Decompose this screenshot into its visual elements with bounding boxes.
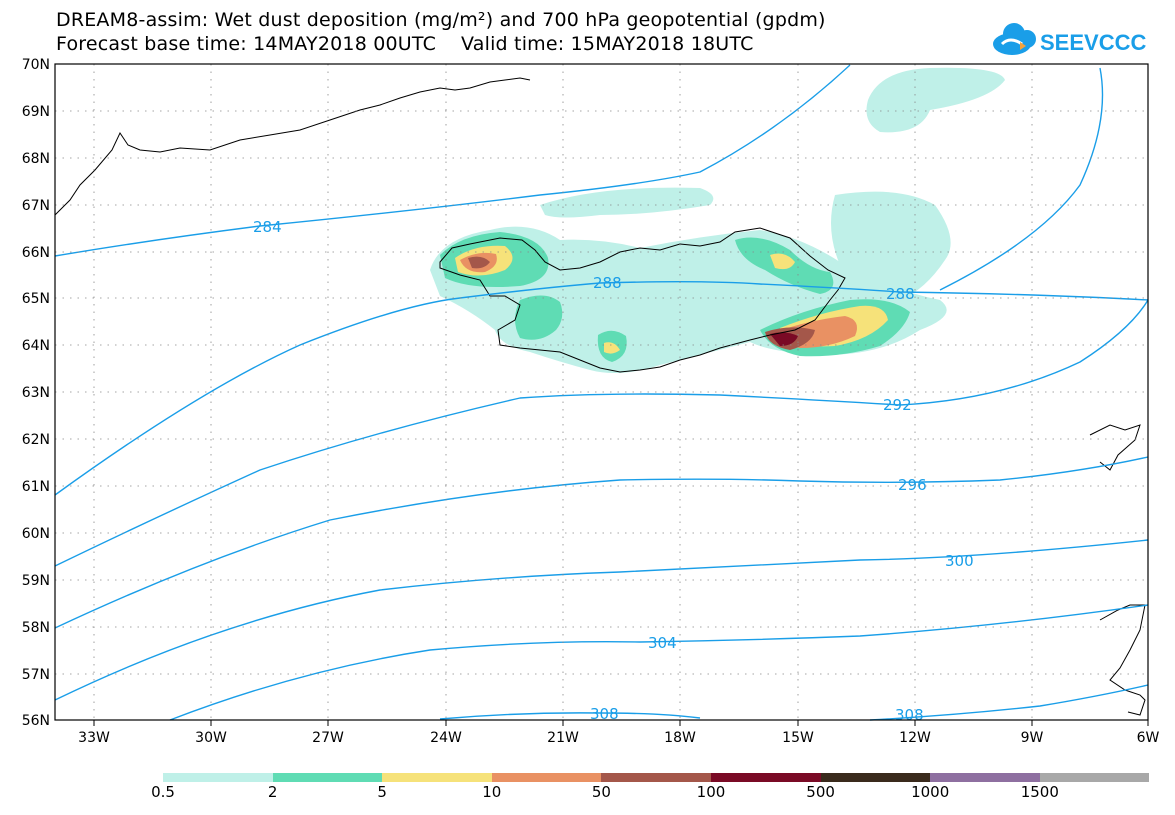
dust-brown-west <box>468 256 490 269</box>
lat-label: 66N <box>22 245 50 261</box>
colorbar-swatch <box>820 773 931 782</box>
colorbar-swatch <box>930 773 1040 782</box>
contour-label-300: 300 <box>945 552 974 570</box>
lat-label: 68N <box>22 151 50 167</box>
dust-deposition-layer <box>430 67 1005 374</box>
lat-label: 62N <box>22 432 50 448</box>
lat-label: 58N <box>22 620 50 636</box>
lon-label: 24W <box>430 730 462 746</box>
contour-label-284: 284 <box>253 218 282 236</box>
graticule <box>55 64 1148 720</box>
lon-label: 15W <box>782 730 814 746</box>
dust-maroon-se <box>770 332 798 346</box>
contour-300 <box>54 539 1149 701</box>
logo-text: SEEVCCC <box>1040 30 1146 55</box>
dust-region-band <box>540 187 714 218</box>
colorbar-label: 0.5 <box>151 783 175 801</box>
contour-304 <box>169 604 1149 721</box>
lat-label: 60N <box>22 526 50 542</box>
colorbar-label: 1500 <box>1020 783 1059 801</box>
dust-yellow-ne <box>770 253 795 270</box>
lat-label: 57N <box>22 667 50 683</box>
colorbar-label: 500 <box>806 783 835 801</box>
colorbar <box>163 773 1150 782</box>
contour-284 <box>54 64 851 257</box>
contour-label-292: 292 <box>883 396 912 414</box>
faroe-coast <box>1089 424 1141 471</box>
contour-288 <box>54 281 1149 496</box>
contour-label-308b: 308 <box>895 706 924 724</box>
colorbar-swatch <box>491 773 602 782</box>
lon-label: 18W <box>664 730 696 746</box>
lat-label: 56N <box>22 713 50 729</box>
greenland-coast <box>54 77 531 216</box>
lon-label: 21W <box>547 730 579 746</box>
colorbar-swatch <box>382 773 492 782</box>
lat-label: 67N <box>22 198 50 214</box>
dust-patch-west2 <box>515 295 563 340</box>
contour-292b <box>939 67 1104 291</box>
contour-label-304: 304 <box>648 634 677 652</box>
colorbar-label: 5 <box>377 783 387 801</box>
contour-308 <box>439 712 701 720</box>
contour-label-296: 296 <box>898 476 927 494</box>
coastlines <box>54 77 1146 716</box>
map-title-line2: Forecast base time: 14MAY2018 00UTC Vali… <box>56 33 754 55</box>
scotland-coast <box>1099 604 1146 716</box>
colorbar-label: 50 <box>591 783 611 801</box>
contour-308b <box>869 684 1149 721</box>
colorbar-swatch <box>1039 773 1150 782</box>
contour-296 <box>54 456 1149 629</box>
iceland-coast <box>439 227 846 373</box>
lat-label: 63N <box>22 385 50 401</box>
colorbar-label: 100 <box>696 783 726 801</box>
lon-label: 30W <box>195 730 227 746</box>
colorbar-swatch <box>163 773 273 782</box>
lon-label: 9W <box>1021 730 1044 746</box>
colorbar-swatch <box>601 773 711 782</box>
lon-label: 6W <box>1137 730 1160 746</box>
seevccc-logo: SEEVCCC <box>993 23 1146 55</box>
lon-label: 33W <box>78 730 110 746</box>
colorbar-swatch <box>710 773 821 782</box>
lat-label: 70N <box>22 57 50 73</box>
lon-label: 12W <box>899 730 931 746</box>
cloud-icon <box>993 23 1036 55</box>
lat-label: 65N <box>22 291 50 307</box>
lat-label: 64N <box>22 338 50 354</box>
lat-label: 61N <box>22 479 50 495</box>
colorbar-swatch <box>272 773 383 782</box>
lat-label: 69N <box>22 104 50 120</box>
contour-label-288b: 288 <box>886 285 915 303</box>
lon-label: 27W <box>312 730 344 746</box>
colorbar-label: 2 <box>267 783 278 801</box>
dust-region-east <box>831 191 951 300</box>
map-frame <box>54 63 1149 721</box>
contour-label-308a: 308 <box>590 705 619 723</box>
contour-292 <box>54 299 1149 567</box>
map-title-line1: DREAM8-assim: Wet dust deposition (mg/m²… <box>56 9 826 31</box>
dust-region-north <box>866 67 1005 133</box>
colorbar-label: 10 <box>482 783 502 801</box>
lat-label: 59N <box>22 573 50 589</box>
colorbar-label: 1000 <box>911 783 950 801</box>
dust-yellow-south <box>604 342 620 354</box>
contour-label-288a: 288 <box>593 274 622 292</box>
geopotential-contours <box>54 64 1149 721</box>
